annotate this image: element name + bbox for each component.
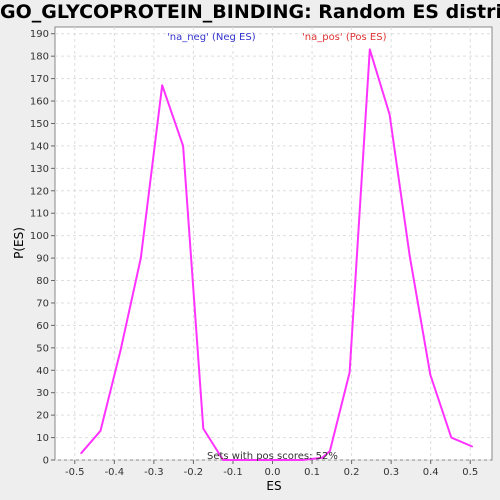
y-axis-title: P(ES) bbox=[12, 227, 26, 259]
x-tick-label: -0.5 bbox=[65, 467, 85, 478]
data-point bbox=[161, 84, 163, 87]
y-tick-label: 30 bbox=[36, 388, 49, 399]
y-tick-label: 170 bbox=[30, 74, 49, 85]
x-tick-label: 0.5 bbox=[462, 467, 478, 478]
y-tick-label: 90 bbox=[36, 254, 49, 265]
y-tick-label: 140 bbox=[30, 141, 49, 152]
x-tick-label: -0.2 bbox=[184, 467, 204, 478]
data-point bbox=[388, 113, 391, 116]
data-point bbox=[99, 430, 102, 432]
x-tick-label: -0.3 bbox=[144, 467, 164, 478]
data-point bbox=[119, 349, 122, 351]
series-layer bbox=[80, 48, 474, 461]
y-tick-label: 150 bbox=[30, 119, 49, 130]
legend: 'na_neg' (Neg ES) 'na_pos' (Pos ES) bbox=[167, 32, 387, 43]
pos-scores-annotation: Sets with pos scores: 52% bbox=[207, 451, 338, 462]
y-tick-label: 70 bbox=[36, 298, 49, 309]
x-tick-label: -0.4 bbox=[105, 467, 125, 478]
data-point bbox=[450, 436, 453, 439]
data-point bbox=[429, 373, 432, 376]
y-tick-label: 110 bbox=[30, 209, 49, 220]
y-tick-label: 160 bbox=[30, 97, 49, 108]
axes: 0 10 20 30 40 50 60 70 80 90 100 110 120 130 140 150 160… bbox=[30, 29, 478, 478]
data-point bbox=[348, 371, 351, 374]
y-tick-label: 120 bbox=[30, 186, 49, 197]
x-tick-label: 0.4 bbox=[423, 467, 439, 478]
data-point bbox=[261, 459, 264, 461]
x-axis-title: ES bbox=[266, 479, 281, 493]
data-point bbox=[369, 48, 371, 51]
x-tick-label: -0.1 bbox=[223, 467, 243, 478]
data-point bbox=[222, 459, 224, 461]
data-point bbox=[408, 255, 411, 257]
y-tick-label: 50 bbox=[36, 343, 49, 354]
x-tick-label: 0.3 bbox=[383, 467, 399, 478]
data-point bbox=[321, 457, 324, 459]
y-tick-label: 60 bbox=[36, 321, 49, 332]
data-point bbox=[242, 459, 244, 461]
legend-item-pos: 'na_pos' (Pos ES) bbox=[302, 32, 387, 43]
y-tick-label: 20 bbox=[36, 411, 49, 422]
plot-background bbox=[54, 26, 493, 461]
y-tick-label: 100 bbox=[30, 231, 49, 242]
data-point bbox=[202, 427, 205, 430]
grid bbox=[55, 27, 492, 461]
x-tick-label: 0.0 bbox=[265, 467, 281, 478]
legend-item-neg: 'na_neg' (Neg ES) bbox=[167, 32, 256, 43]
y-tick-label: 40 bbox=[36, 366, 49, 377]
data-point bbox=[282, 459, 284, 461]
y-tick-label: 180 bbox=[30, 52, 49, 63]
y-tick-label: 10 bbox=[36, 433, 49, 444]
y-tick-label: 190 bbox=[30, 29, 49, 40]
data-point bbox=[329, 450, 331, 452]
data-point bbox=[182, 145, 184, 147]
x-tick-label: 0.2 bbox=[344, 467, 360, 478]
data-point bbox=[471, 445, 474, 448]
data-point bbox=[80, 452, 82, 455]
data-point bbox=[140, 257, 142, 259]
y-tick-label: 80 bbox=[36, 276, 49, 287]
y-tick-label: 130 bbox=[30, 164, 49, 175]
x-tick-label: 0.1 bbox=[304, 467, 320, 478]
y-tick-label: 0 bbox=[43, 456, 49, 467]
data-point bbox=[301, 459, 304, 461]
chart-title: GO_GLYCOPROTEIN_BINDING: Random ES distr… bbox=[0, 1, 500, 23]
